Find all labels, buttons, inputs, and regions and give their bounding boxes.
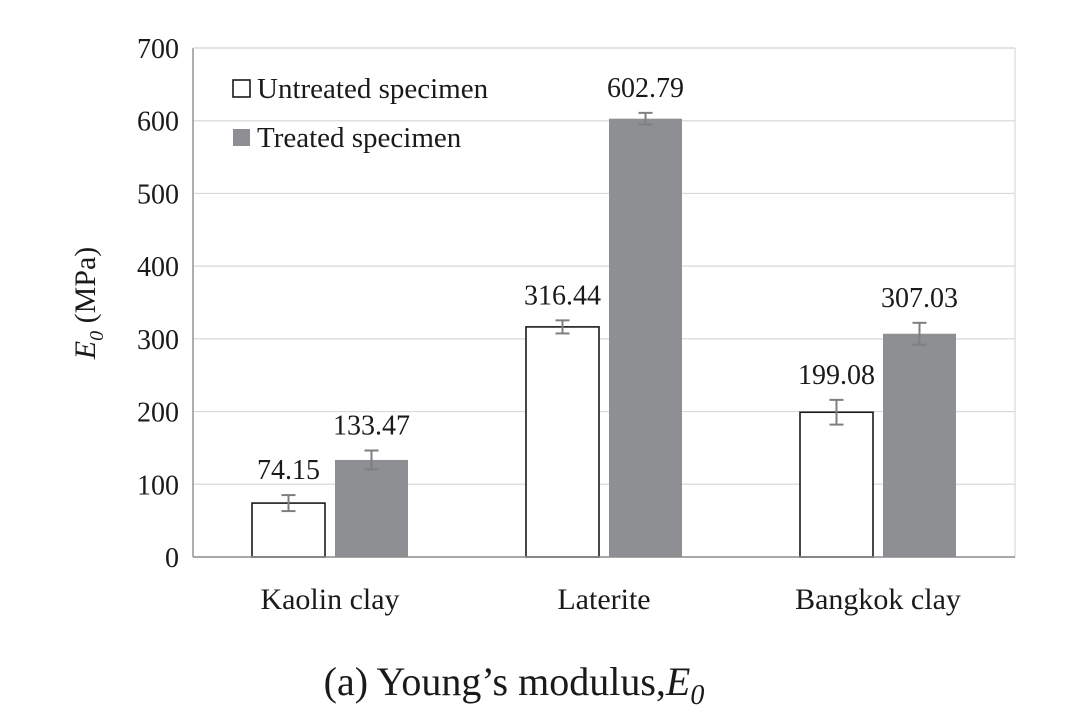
legend-swatch-untreated	[232, 79, 251, 98]
x-tick-label: Laterite	[557, 583, 650, 616]
y-tick-label: 300	[137, 325, 179, 356]
bar-untreated	[525, 326, 600, 558]
y-tick-label: 400	[137, 252, 179, 283]
legend-swatch-treated	[233, 129, 250, 146]
data-label: 74.15	[257, 455, 320, 486]
y-tick-label: 500	[137, 179, 179, 210]
bar-treated	[609, 118, 682, 558]
y-tick-label: 0	[165, 543, 179, 574]
legend-label-untreated: Untreated specimen	[257, 73, 489, 105]
chart-caption: (a) Young’s modulus,E0	[324, 659, 705, 711]
axes	[192, 47, 1016, 558]
y-axis-label: E0 (MPa)	[69, 247, 108, 360]
y-tick-label: 200	[137, 398, 179, 429]
legend: Untreated specimen Treated specimen	[232, 73, 489, 154]
legend-label-treated: Treated specimen	[257, 122, 462, 154]
y-tick-label: 700	[137, 34, 179, 65]
data-label: 602.79	[607, 73, 684, 104]
bar-untreated	[799, 411, 874, 558]
data-label: 307.03	[881, 283, 958, 314]
bars	[251, 111, 956, 558]
y-tick-label: 100	[137, 470, 179, 501]
x-tick-label: Kaolin clay	[260, 583, 399, 616]
labels: 0 100 200 300 400 500 600 700 74.15 133.47 Kaolin …	[137, 34, 961, 616]
bar-treated	[335, 459, 408, 557]
x-tick-label: Bangkok clay	[795, 583, 961, 616]
data-label: 133.47	[333, 410, 410, 441]
y-tick-label: 600	[137, 107, 179, 138]
data-label: 199.08	[798, 360, 875, 391]
data-label: 316.44	[524, 280, 601, 311]
bar-treated	[883, 333, 956, 557]
